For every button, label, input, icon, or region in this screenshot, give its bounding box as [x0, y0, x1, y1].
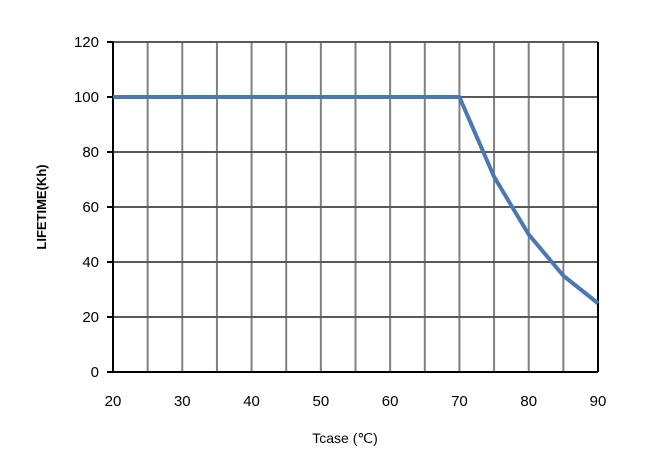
y-tick-label: 120 — [74, 34, 99, 51]
x-tick-label: 30 — [174, 393, 191, 410]
x-tick-label: 40 — [243, 393, 260, 410]
y-tick-label: 0 — [91, 364, 99, 381]
series — [113, 95, 600, 305]
x-tick-label: 90 — [590, 393, 607, 410]
y-tick-label: 60 — [82, 199, 99, 216]
y-tick-label: 100 — [74, 89, 99, 106]
x-tick-label: 80 — [520, 393, 537, 410]
x-tick-label: 20 — [105, 393, 122, 410]
x-tick-labels: 20 30 40 50 60 70 80 90 — [105, 393, 607, 410]
lifetime-line — [113, 95, 600, 305]
x-tick-label: 50 — [313, 393, 330, 410]
grid — [113, 41, 598, 372]
y-tick-labels: 0 20 40 60 80 100 120 — [74, 34, 113, 381]
x-tick-label: 60 — [382, 393, 399, 410]
y-axis-label: LIFETIME(Kh) — [34, 164, 49, 249]
x-tick-label: 70 — [451, 393, 468, 410]
y-tick-label: 80 — [82, 144, 99, 161]
y-tick-label: 20 — [82, 309, 99, 326]
x-axis-label: Tcase (℃) — [312, 430, 378, 446]
y-tick-label: 40 — [82, 254, 99, 271]
